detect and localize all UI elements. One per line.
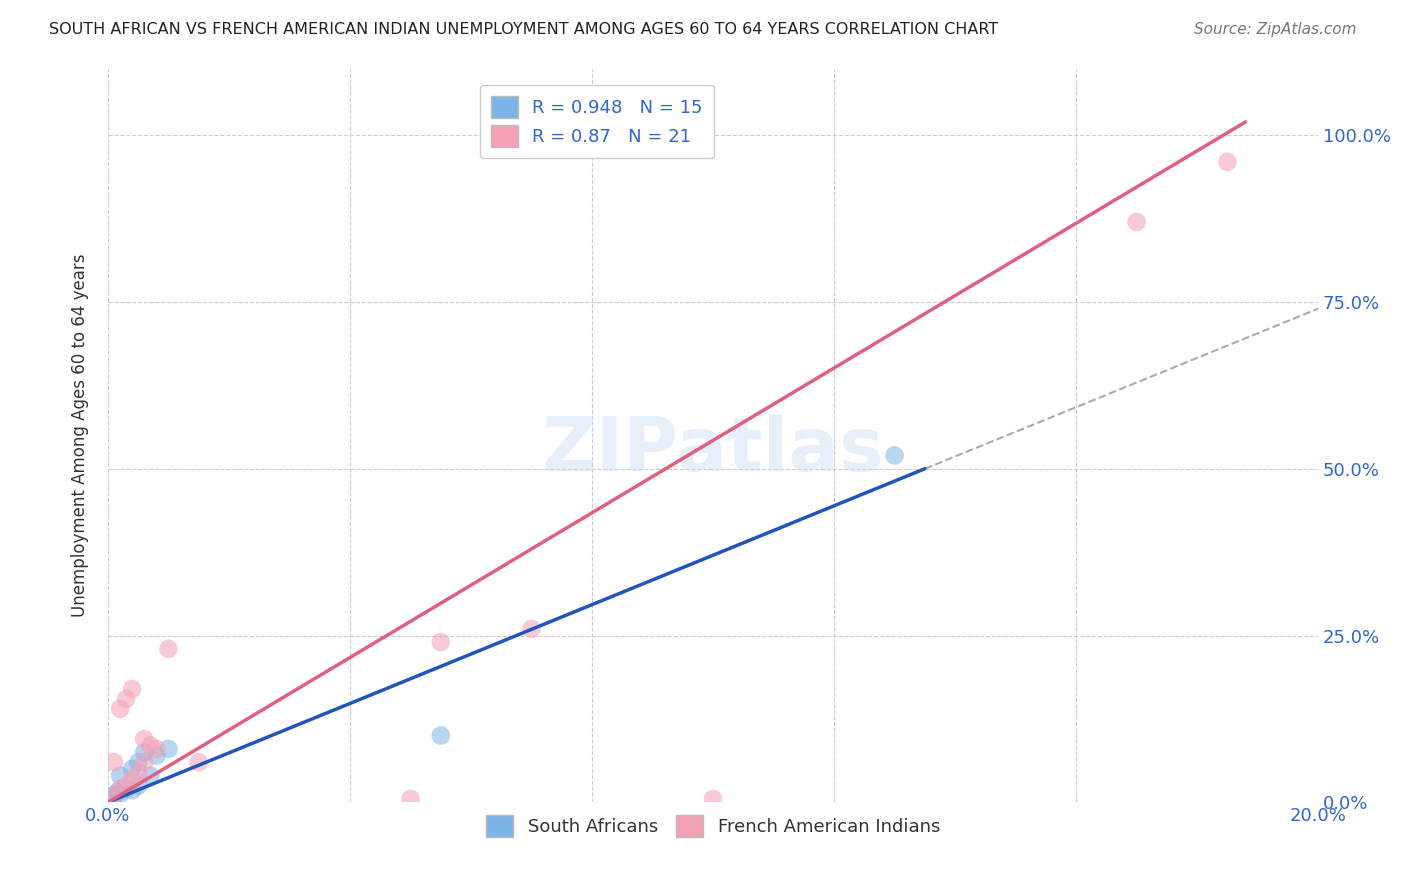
- Point: [1125, 215, 1147, 229]
- Point: [121, 762, 143, 776]
- Point: [883, 449, 905, 463]
- Point: [187, 756, 209, 770]
- Point: [429, 635, 451, 649]
- Point: [115, 691, 138, 706]
- Point: [134, 756, 156, 770]
- Point: [157, 742, 180, 756]
- Point: [127, 756, 149, 770]
- Point: [145, 748, 167, 763]
- Point: [1216, 155, 1239, 169]
- Text: ZIPatlas: ZIPatlas: [541, 414, 884, 486]
- Point: [702, 792, 724, 806]
- Text: SOUTH AFRICAN VS FRENCH AMERICAN INDIAN UNEMPLOYMENT AMONG AGES 60 TO 64 YEARS C: SOUTH AFRICAN VS FRENCH AMERICAN INDIAN …: [49, 22, 998, 37]
- Point: [145, 742, 167, 756]
- Point: [134, 745, 156, 759]
- Point: [121, 783, 143, 797]
- Point: [429, 729, 451, 743]
- Point: [103, 756, 125, 770]
- Point: [139, 739, 162, 753]
- Point: [399, 792, 422, 806]
- Text: Source: ZipAtlas.com: Source: ZipAtlas.com: [1194, 22, 1357, 37]
- Point: [108, 702, 131, 716]
- Legend: South Africans, French American Indians: South Africans, French American Indians: [479, 808, 948, 845]
- Point: [115, 779, 138, 793]
- Point: [134, 731, 156, 746]
- Point: [520, 622, 543, 636]
- Point: [103, 789, 125, 803]
- Point: [115, 781, 138, 796]
- Point: [139, 768, 162, 782]
- Point: [121, 772, 143, 786]
- Point: [127, 765, 149, 780]
- Point: [121, 681, 143, 696]
- Point: [108, 781, 131, 796]
- Point: [108, 768, 131, 782]
- Y-axis label: Unemployment Among Ages 60 to 64 years: Unemployment Among Ages 60 to 64 years: [72, 253, 89, 617]
- Point: [157, 641, 180, 656]
- Point: [105, 785, 128, 799]
- Point: [108, 787, 131, 801]
- Point: [127, 779, 149, 793]
- Point: [103, 789, 125, 803]
